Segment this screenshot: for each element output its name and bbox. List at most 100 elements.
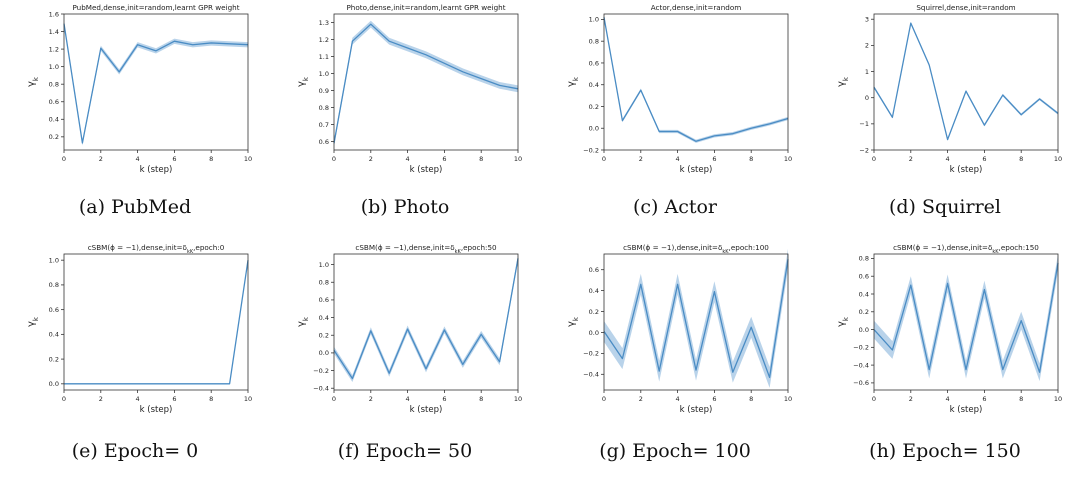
- chart-panel-2: Photo,dense,init=random,learnt GPR weigh…: [296, 3, 522, 175]
- y-tick-label: 0.7: [319, 121, 329, 129]
- chart-title: Actor,dense,init=random: [651, 3, 741, 12]
- plot-frame: [873, 13, 1059, 151]
- y-tick-label: 1.0: [319, 261, 329, 269]
- x-tick-label: 6: [712, 395, 716, 403]
- y-axis-label: γk: [296, 76, 310, 87]
- subfigure-caption: (b) Photo: [360, 196, 450, 218]
- x-tick-label: 10: [784, 395, 792, 403]
- chart-panel-7: cSBM(ϕ = −1),dense,init=δkK,epoch:100 0 2 4…: [566, 243, 792, 415]
- x-tick-label: 4: [136, 155, 140, 163]
- x-tick-label: 0: [872, 155, 876, 163]
- x-tick-label: 6: [712, 155, 716, 163]
- x-tick-label: 10: [514, 395, 522, 403]
- series-line: [873, 262, 1059, 373]
- y-tick-label: 0.6: [319, 138, 329, 146]
- x-tick-label: 2: [909, 395, 913, 403]
- y-tick-label: 0.0: [589, 125, 599, 133]
- confidence-band: [874, 21, 1058, 141]
- y-tick-label: −1: [859, 120, 869, 128]
- y-tick-label: 1.0: [49, 63, 59, 71]
- y-tick-label: 0.4: [49, 116, 59, 124]
- chart-title: PubMed,dense,init=random,learnt GPR weig…: [72, 3, 239, 12]
- x-tick-label: 6: [982, 155, 986, 163]
- x-tick-label: 6: [442, 155, 446, 163]
- x-tick-label: 10: [244, 155, 252, 163]
- confidence-band: [334, 254, 518, 383]
- x-tick-label: 10: [244, 395, 252, 403]
- y-tick-label: 0.4: [49, 331, 59, 339]
- x-tick-label: 2: [369, 395, 373, 403]
- y-tick-label: 0.0: [589, 329, 599, 337]
- x-tick-label: 10: [1054, 395, 1062, 403]
- series-line: [603, 259, 789, 379]
- x-tick-label: 6: [172, 155, 176, 163]
- x-tick-label: 0: [332, 395, 336, 403]
- y-tick-label: 1.2: [319, 36, 329, 44]
- plot-frame: [603, 253, 789, 391]
- x-tick-label: 6: [442, 395, 446, 403]
- x-tick-label: 2: [99, 395, 103, 403]
- x-axis-label: k (step): [140, 405, 173, 415]
- x-tick-label: 8: [479, 155, 483, 163]
- chart-title: cSBM(ϕ = −1),dense,init=δkK,epoch:0: [88, 243, 225, 255]
- series-line: [64, 260, 249, 385]
- x-tick-label: 6: [172, 395, 176, 403]
- y-tick-label: 2: [865, 42, 869, 50]
- x-tick-label: 2: [99, 155, 103, 163]
- x-tick-label: 0: [332, 155, 336, 163]
- x-tick-label: 2: [639, 155, 643, 163]
- y-tick-label: 0.8: [859, 255, 869, 263]
- chart-panel-1: PubMed,dense,init=random,learnt GPR weig…: [26, 3, 252, 175]
- y-tick-label: 0.2: [49, 355, 59, 363]
- x-tick-label: 4: [946, 155, 950, 163]
- x-axis-label: k (step): [140, 165, 173, 175]
- subfigure-caption: (d) Squirrel: [888, 196, 1001, 218]
- y-tick-label: 0.2: [589, 103, 599, 111]
- y-tick-label: 0.6: [319, 296, 329, 304]
- y-tick-label: 0.0: [859, 326, 869, 334]
- y-tick-label: 0.6: [49, 98, 59, 106]
- y-tick-label: 0.2: [859, 308, 869, 316]
- y-tick-label: −0.4: [583, 371, 599, 379]
- y-tick-label: 0.0: [319, 349, 329, 357]
- x-tick-label: 4: [136, 395, 140, 403]
- x-tick-label: 8: [209, 155, 213, 163]
- x-tick-label: 2: [369, 155, 373, 163]
- x-axis-label: k (step): [410, 165, 443, 175]
- x-tick-label: 4: [676, 155, 680, 163]
- confidence-band: [874, 254, 1058, 382]
- x-tick-label: 0: [872, 395, 876, 403]
- x-tick-label: 0: [62, 395, 66, 403]
- plot-frame: [333, 253, 519, 391]
- y-tick-label: 1.3: [319, 19, 329, 27]
- series-line: [333, 23, 519, 144]
- y-tick-label: 0.8: [49, 80, 59, 88]
- plot-frame: [63, 13, 249, 151]
- chart-title: cSBM(ϕ = −1),dense,init=δkK,epoch:50: [355, 243, 497, 255]
- y-tick-label: 1.6: [49, 10, 59, 18]
- x-axis-label: k (step): [680, 165, 713, 175]
- confidence-band: [334, 20, 518, 147]
- chart-title: cSBM(ϕ = −1),dense,init=δkK,epoch:100: [623, 243, 769, 255]
- subfigure-caption: (g) Epoch= 100: [599, 440, 751, 462]
- y-axis-label: γk: [836, 76, 850, 87]
- series-line: [603, 17, 789, 142]
- series-line: [333, 258, 519, 380]
- y-axis-label: γk: [26, 316, 40, 327]
- y-tick-label: 1.2: [49, 45, 59, 53]
- y-tick-label: 0.0: [49, 380, 59, 388]
- plot-frame: [873, 253, 1059, 391]
- y-tick-label: 3: [865, 16, 869, 24]
- x-axis-label: k (step): [950, 405, 983, 415]
- x-tick-label: 8: [749, 155, 753, 163]
- x-axis-label: k (step): [680, 405, 713, 415]
- y-tick-label: 0.4: [859, 290, 869, 298]
- x-tick-label: 2: [909, 155, 913, 163]
- series-line: [873, 22, 1059, 141]
- x-tick-label: 0: [602, 155, 606, 163]
- y-tick-label: 0.2: [589, 308, 599, 316]
- y-axis-label: γk: [26, 76, 40, 87]
- x-tick-label: 10: [784, 155, 792, 163]
- y-tick-label: −0.4: [853, 361, 869, 369]
